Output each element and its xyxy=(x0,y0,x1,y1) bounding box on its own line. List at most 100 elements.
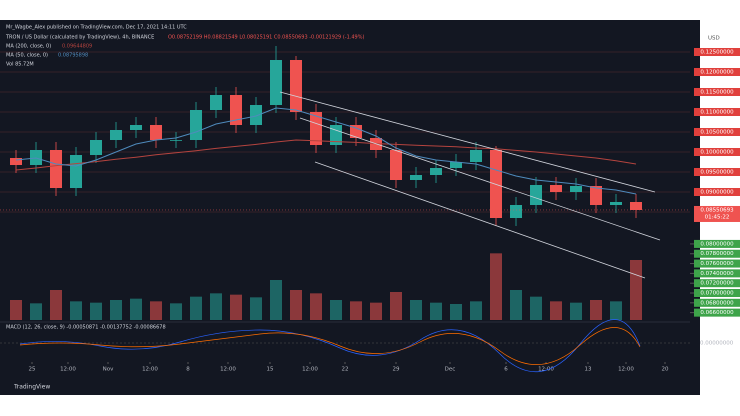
volume-bar xyxy=(330,300,342,320)
candle-body xyxy=(510,205,522,218)
candle-body xyxy=(90,140,102,155)
y2-tick-label: 0.07200000 xyxy=(700,281,734,287)
candle-body xyxy=(550,185,562,192)
x-tick-label: 29 xyxy=(393,367,400,373)
candle-body xyxy=(530,185,542,205)
x-tick-label: 20 xyxy=(662,367,669,373)
volume-bar xyxy=(230,294,242,320)
volume-bar xyxy=(210,293,222,320)
symbol: TRON / US Dollar (calculated by TradingV… xyxy=(5,35,154,41)
candle-body xyxy=(450,162,462,168)
volume-bar xyxy=(70,301,82,320)
channel-line xyxy=(299,117,661,241)
volume-bar xyxy=(10,300,22,320)
y-tick-label: 0.09000000 xyxy=(700,190,734,196)
x-tick-label: 12:00 xyxy=(618,367,634,373)
candle-body xyxy=(210,95,222,110)
channel-line xyxy=(314,161,646,279)
y-tick-label: 0.12000000 xyxy=(700,70,734,76)
volume-bar xyxy=(310,293,322,320)
candle-body xyxy=(570,186,582,192)
volume-bar xyxy=(50,290,62,320)
ma200-value: 0.09644809 xyxy=(62,44,92,50)
y2-tick-box xyxy=(694,269,740,278)
volume-bar xyxy=(90,302,102,320)
volume-bar xyxy=(390,292,402,320)
volume-bar xyxy=(550,301,562,320)
macd-text: MACD (12, 26, close, 9) -0.00050871 -0.0… xyxy=(6,325,166,331)
candle-body xyxy=(50,150,62,188)
y-tick-box xyxy=(694,148,740,156)
volume-bar xyxy=(130,298,142,320)
volume-bar xyxy=(630,260,642,320)
y2-tick-label: 0.06800000 xyxy=(700,300,734,306)
volume-bar xyxy=(250,297,262,320)
signal-line xyxy=(19,327,641,365)
volume-text: Vol 85.72M xyxy=(6,62,34,68)
background xyxy=(0,20,700,395)
publisher: Mr_Wagbe_Alex published on TradingView.c… xyxy=(6,25,187,31)
ma200-name: MA (200, close, 0) xyxy=(6,44,51,50)
volume-bar xyxy=(150,301,162,320)
y-tick-box xyxy=(694,68,740,76)
volume-bar xyxy=(450,304,462,320)
candle-body xyxy=(410,175,422,180)
x-tick-label: 8 xyxy=(186,367,190,373)
y2-tick-box xyxy=(694,308,740,317)
volume-bar xyxy=(270,280,282,320)
volume-bar xyxy=(530,296,542,320)
x-tick-label: 25 xyxy=(29,367,36,373)
channel-line xyxy=(279,91,656,193)
y2-tick-label: 0.06600000 xyxy=(700,310,734,316)
candle-body xyxy=(430,168,442,175)
ma-line xyxy=(15,139,637,171)
y-tick-label: 0.11500000 xyxy=(700,90,734,96)
y-tick-box xyxy=(694,128,740,136)
y-tick-box xyxy=(694,108,740,116)
logo: TradingView xyxy=(13,384,50,391)
volume-bar xyxy=(510,290,522,320)
y2-tick-box xyxy=(694,239,740,248)
volume-bar xyxy=(370,302,382,320)
ma50-value: 0.08795898 xyxy=(58,53,88,59)
ma50-name: MA (50, close, 0) xyxy=(6,53,48,59)
y-tick-label: 0.12500000 xyxy=(700,50,734,56)
candle-body xyxy=(230,95,242,125)
y2-tick-box xyxy=(694,259,740,268)
y-tick-label: 0.11000000 xyxy=(700,110,734,116)
plot: 25 12:00 Nov 12:00 8 12:00 15 12:00 22 29 Dec 6 12:0… xyxy=(0,46,690,373)
candle-body xyxy=(310,112,322,145)
y2-tick-box xyxy=(694,249,740,258)
volume-bar xyxy=(610,301,622,320)
x-tick-label: 13 xyxy=(585,367,592,373)
currency: USD xyxy=(708,36,720,42)
volume-bar xyxy=(470,301,482,320)
candle-body xyxy=(610,202,622,205)
candle-body xyxy=(190,110,202,140)
volume-bar xyxy=(430,302,442,320)
x-tick-label: 12:00 xyxy=(220,367,236,373)
candle-body xyxy=(130,125,142,130)
macd-line xyxy=(19,319,641,373)
y2-tick-label: 0.07000000 xyxy=(700,291,734,297)
candle-body xyxy=(390,150,402,180)
x-tick-label: Nov xyxy=(103,367,114,373)
volume-bar xyxy=(410,300,422,320)
macd-zero-label: 0.00000000 xyxy=(700,341,734,347)
countdown: 01:45:22 xyxy=(705,214,730,220)
volume-bar xyxy=(570,302,582,320)
y2-tick-label: 0.07800000 xyxy=(700,251,734,257)
y-tick-label: 0.09500000 xyxy=(700,170,734,176)
volume-bar xyxy=(190,296,202,320)
x-tick-label: 6 xyxy=(504,367,508,373)
candle-body xyxy=(250,105,262,125)
candle-body xyxy=(150,125,162,140)
last-price-label: 0.08550693 xyxy=(700,207,734,213)
x-tick-label: 15 xyxy=(267,367,274,373)
candle-body xyxy=(630,202,642,210)
x-tick-label: 12:00 xyxy=(60,367,76,373)
volume-bar xyxy=(30,303,42,320)
y-tick-box xyxy=(694,168,740,176)
candle-body xyxy=(70,155,82,188)
